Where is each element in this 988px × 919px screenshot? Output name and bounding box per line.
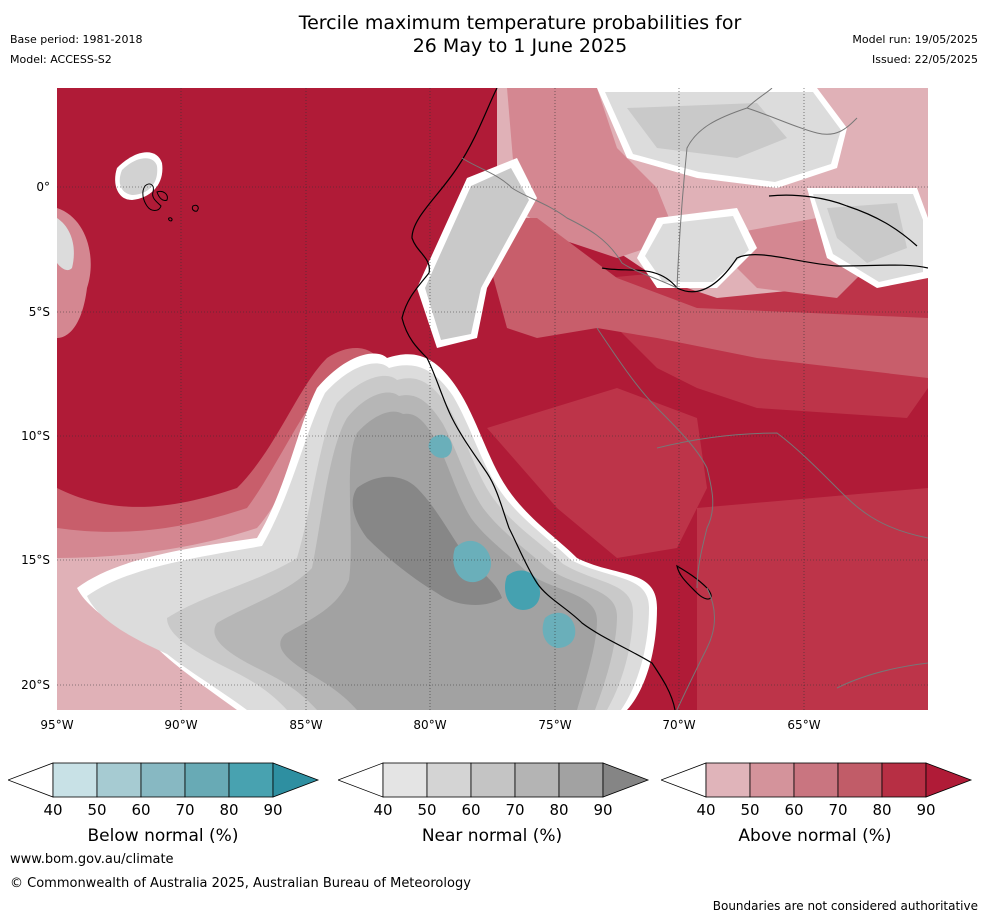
- tick-label: 60: [131, 801, 151, 819]
- probability-map: [57, 88, 928, 710]
- colorbar-near-seg: [382, 762, 428, 798]
- tick-label: 80: [549, 801, 569, 819]
- meta-left: Base period: 1981-2018 Model: ACCESS-S2: [10, 30, 142, 70]
- region-above-70-coast: [477, 218, 928, 378]
- lon-label: 80°W: [413, 718, 447, 732]
- lon-label: 65°W: [787, 718, 821, 732]
- lake-titicaca: [676, 564, 712, 600]
- colorbar-above-ticks: 40 50 60 70 80 90: [653, 801, 983, 821]
- colorbar-below-seg: [96, 762, 142, 798]
- meta-right: Model run: 19/05/2025 Issued: 22/05/2025: [852, 30, 978, 70]
- colorbar-near-seg: [426, 762, 472, 798]
- country-boundaries: [461, 88, 928, 710]
- tick-label: 50: [740, 801, 760, 819]
- lat-label: 20°S: [21, 678, 50, 692]
- region-near-coast-north-inner: [425, 168, 529, 340]
- river-north: [768, 194, 918, 247]
- colorbar-above: [661, 762, 973, 798]
- region-below-70-a: [453, 540, 492, 583]
- tick-label: 90: [593, 801, 613, 819]
- coastline: [401, 88, 676, 710]
- lon-label: 70°W: [662, 718, 696, 732]
- colorbar-above-title: Above normal (%): [738, 826, 892, 846]
- chart-title: Tercile maximum temperature probabilitie…: [0, 12, 988, 58]
- model-name: Model: ACCESS-S2: [10, 53, 112, 66]
- colorbar-near-seg: [470, 762, 516, 798]
- colorbar-below-high-cap: [272, 762, 320, 798]
- colorbar-above-seg: [881, 762, 927, 798]
- tick-label: 80: [872, 801, 892, 819]
- colorbar-below-seg: [228, 762, 274, 798]
- tick-label: 70: [505, 801, 525, 819]
- lat-label: 15°S: [21, 553, 50, 567]
- lon-label: 95°W: [40, 718, 74, 732]
- disclaimer: Boundaries are not considered authoritat…: [712, 899, 978, 913]
- lon-label: 90°W: [164, 718, 198, 732]
- tick-label: 60: [461, 801, 481, 819]
- colorbar-below-seg: [140, 762, 186, 798]
- colorbar-near-title: Near normal (%): [421, 826, 563, 846]
- issued-date: Issued: 22/05/2025: [871, 53, 978, 66]
- copyright: © Commonwealth of Australia 2025, Austra…: [10, 876, 471, 891]
- lat-label: 5°S: [28, 305, 50, 319]
- region-below-70-c: [542, 612, 576, 648]
- model-run: Model run: 19/05/2025: [852, 33, 978, 46]
- title-line-1: Tercile maximum temperature probabilitie…: [298, 12, 742, 34]
- website-link[interactable]: www.bom.gov.au/climate: [10, 852, 174, 867]
- tick-label: 80: [219, 801, 239, 819]
- colorbar-above-seg: [749, 762, 795, 798]
- tick-label: 60: [784, 801, 804, 819]
- colorbar-above-low-cap: [661, 762, 707, 798]
- lon-label: 85°W: [289, 718, 323, 732]
- colorbar-above-seg: [793, 762, 839, 798]
- base-period: Base period: 1981-2018: [10, 33, 143, 46]
- region-below-80-b: [504, 570, 541, 610]
- colorbar-near: [338, 762, 650, 798]
- title-line-2: 26 May to 1 June 2025: [412, 35, 628, 57]
- colorbar-above-seg: [705, 762, 751, 798]
- tick-label: 40: [696, 801, 716, 819]
- region-near-galapagos-inner: [119, 158, 158, 195]
- colorbar-below: [8, 762, 320, 798]
- colorbar-below-low-cap: [8, 762, 54, 798]
- colorbar-below-title: Below normal (%): [87, 826, 239, 846]
- colorbar-below-seg: [184, 762, 230, 798]
- colorbar-near-ticks: 40 50 60 70 80 90: [330, 801, 660, 821]
- colorbar-near-low-cap: [338, 762, 384, 798]
- colorbar-above-high-cap: [925, 762, 973, 798]
- tick-label: 40: [43, 801, 63, 819]
- colorbar-below-ticks: 40 50 60 70 80 90: [0, 801, 330, 821]
- colorbar-below-seg: [52, 762, 98, 798]
- colorbar-near-seg: [514, 762, 560, 798]
- lat-label: 0°: [36, 180, 50, 194]
- tick-label: 50: [417, 801, 437, 819]
- tick-label: 50: [87, 801, 107, 819]
- region-near-west: [57, 218, 74, 271]
- colorbar-above-seg: [837, 762, 883, 798]
- tick-label: 90: [263, 801, 283, 819]
- region-above-60-north: [507, 88, 877, 298]
- colorbar-near-seg: [558, 762, 604, 798]
- galapagos-islands: [142, 183, 199, 222]
- tick-label: 70: [828, 801, 848, 819]
- region-near-northeast-core: [627, 103, 907, 263]
- river-amazon: [601, 254, 928, 293]
- colorbar-near-high-cap: [602, 762, 650, 798]
- lon-label: 75°W: [538, 718, 572, 732]
- tick-label: 90: [916, 801, 936, 819]
- region-below-70-d: [428, 434, 452, 458]
- tick-label: 40: [373, 801, 393, 819]
- lat-label: 10°S: [21, 429, 50, 443]
- tick-label: 70: [175, 801, 195, 819]
